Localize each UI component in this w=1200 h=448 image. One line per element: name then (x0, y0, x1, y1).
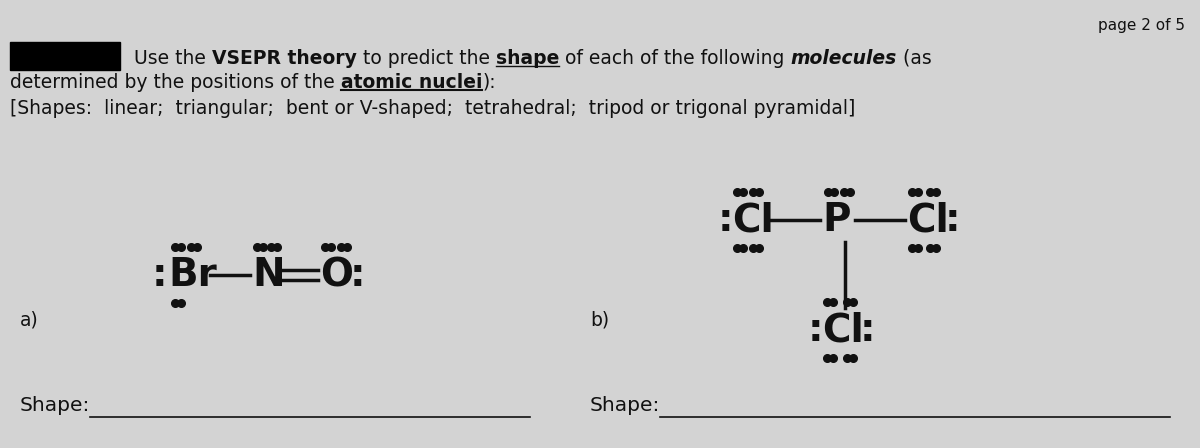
Text: Shape:: Shape: (20, 396, 90, 414)
Text: a): a) (20, 310, 38, 329)
Text: atomic nuclei: atomic nuclei (341, 73, 482, 91)
Text: Cl: Cl (907, 201, 949, 239)
Text: :: : (152, 256, 168, 294)
Text: :: : (860, 311, 876, 349)
Text: [Shapes:  linear;  triangular;  bent or V-shaped;  tetrahedral;  tripod or trigo: [Shapes: linear; triangular; bent or V-s… (10, 99, 856, 117)
Text: O: O (320, 256, 353, 294)
Text: :: : (946, 201, 961, 239)
Text: Br: Br (168, 256, 217, 294)
Text: Shape:: Shape: (590, 396, 660, 414)
Text: to predict the: to predict the (356, 48, 496, 68)
Text: b): b) (590, 310, 610, 329)
Text: Cl: Cl (822, 311, 864, 349)
Text: (as: (as (896, 48, 931, 68)
Text: :: : (808, 311, 823, 349)
Text: Cl: Cl (732, 201, 774, 239)
Text: of each of the following: of each of the following (559, 48, 791, 68)
Text: :: : (350, 256, 366, 294)
Text: N: N (252, 256, 284, 294)
Text: page 2 of 5: page 2 of 5 (1098, 18, 1186, 33)
Text: P: P (822, 201, 851, 239)
Text: VSEPR theory: VSEPR theory (212, 48, 356, 68)
Text: :: : (718, 201, 733, 239)
Text: ):: ): (482, 73, 496, 91)
Bar (10, 42, 120, 70)
Text: shape: shape (496, 48, 559, 68)
Text: determined by the positions of the: determined by the positions of the (10, 73, 341, 91)
Text: Use the: Use the (128, 48, 212, 68)
Text: molecules: molecules (791, 48, 896, 68)
